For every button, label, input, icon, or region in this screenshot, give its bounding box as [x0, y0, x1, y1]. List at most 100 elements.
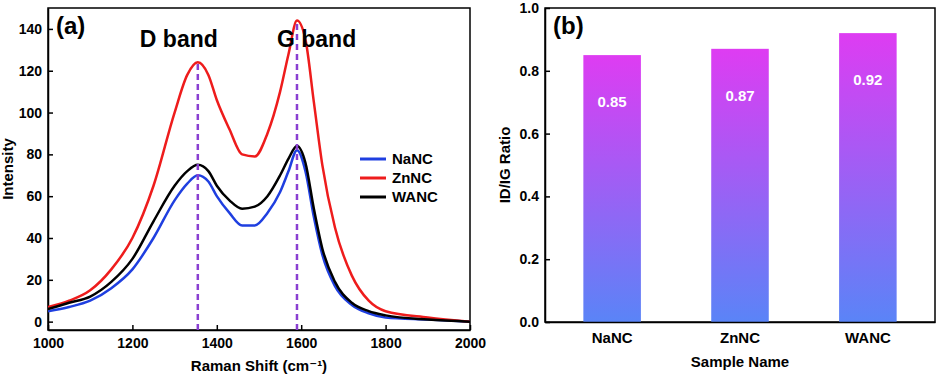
x-axis-line: [49, 330, 471, 332]
y-tick-label: 0.2: [520, 251, 540, 267]
x-axis-title: Sample Name: [691, 353, 789, 370]
y-tick-label: 120: [19, 63, 43, 79]
legend: NaNC ZnNC WANC: [360, 150, 438, 205]
y-tick-label: 0.0: [520, 314, 540, 330]
y-tick-label: 0: [34, 314, 42, 330]
y-tick-mark: [48, 112, 53, 114]
y-tick-label: 1.0: [520, 0, 540, 16]
panel-label: (a): [56, 12, 85, 39]
y-tick: 80: [26, 146, 53, 162]
x-axis-line: [546, 322, 936, 324]
legend-label: ZnNC: [392, 169, 432, 186]
x-tick-label: 1600: [286, 335, 317, 351]
panel-a: 1000 1200 1400 1600 1800 2000 0 20 40 60 80 100 120 1…: [0, 8, 486, 374]
y-tick-mark: [48, 196, 53, 198]
plot-frame: [545, 8, 935, 322]
y-axis: 0 20 40 60 80 100 120 140: [19, 9, 53, 331]
x-tick-label: 1000: [33, 335, 64, 351]
y-axis-line: [545, 9, 547, 323]
x-tick: 1400: [202, 325, 233, 351]
data-label: 0.85: [598, 93, 627, 110]
x-tick-mark: [470, 325, 472, 330]
y-tick-label: 20: [26, 272, 42, 288]
x-tick: 1600: [286, 325, 317, 351]
band-label: D band: [140, 26, 218, 52]
legend-swatch: [360, 196, 386, 199]
y-tick: 120: [19, 63, 53, 79]
y-axis-title: Intensity: [0, 138, 16, 200]
plot-area: [48, 21, 470, 330]
x-axis: 1000 1200 1400 1600 1800 2000: [33, 325, 486, 351]
y-tick-label: 0.8: [520, 63, 540, 79]
legend-label: NaNC: [392, 150, 433, 167]
y-tick: 0.0: [520, 314, 550, 330]
x-tick-label: NaNC: [592, 329, 633, 346]
y-axis-title: ID/IG Ratio: [496, 127, 513, 204]
bar: [839, 33, 897, 322]
x-axis-title: Raman Shift (cm⁻¹): [191, 357, 327, 374]
y-tick-mark: [48, 29, 53, 31]
y-tick-label: 80: [26, 146, 42, 162]
panel-label: (b): [553, 12, 584, 39]
y-tick-label: 60: [26, 188, 42, 204]
legend-label: WANC: [392, 188, 438, 205]
x-tick-label: 1400: [202, 335, 233, 351]
y-tick: 0.6: [520, 126, 550, 142]
y-axis: 0.0 0.2 0.4 0.6 0.8 1.0: [520, 0, 550, 330]
plot-area: [583, 33, 896, 322]
series-line: [48, 146, 470, 322]
y-tick-label: 0.6: [520, 126, 540, 142]
y-tick: 100: [19, 105, 53, 121]
panel-b: NaNCZnNCWANC0.00.20.40.60.81.00.850.870.…: [496, 0, 936, 370]
y-tick-mark: [48, 280, 53, 282]
x-axis: NaNC ZnNC WANC: [546, 322, 936, 346]
y-tick-mark: [545, 322, 550, 324]
x-tick: 2000: [455, 325, 486, 351]
y-tick-label: 0.4: [520, 188, 540, 204]
x-tick: NaNC: [592, 322, 633, 346]
x-tick: 1800: [371, 325, 402, 351]
x-tick: 1200: [117, 325, 148, 351]
x-tick-label: 1200: [117, 335, 148, 351]
y-tick-mark: [545, 71, 550, 73]
y-tick-mark: [48, 154, 53, 156]
legend-swatch: [360, 177, 386, 180]
x-tick-label: 2000: [455, 335, 486, 351]
y-tick: 1.0: [520, 0, 550, 16]
x-tick-label: ZnNC: [720, 329, 760, 346]
x-tick: WANC: [845, 322, 891, 346]
x-tick-label: 1800: [371, 335, 402, 351]
y-tick-mark: [48, 70, 53, 72]
plot-frame: [48, 8, 470, 330]
data-label: 0.92: [853, 71, 882, 88]
x-tick-mark: [385, 325, 387, 330]
figure: 1000 1200 1400 1600 1800 2000 0 20 40 60 80 100 120 1…: [0, 0, 947, 378]
band-guide: [296, 21, 299, 330]
y-tick: 140: [19, 21, 53, 37]
y-tick-label: 140: [19, 21, 43, 37]
y-tick: 0.4: [520, 188, 550, 204]
y-tick-label: 40: [26, 230, 42, 246]
y-tick: 20: [26, 272, 53, 288]
x-tick-label: WANC: [845, 329, 891, 346]
band-guide: [197, 62, 200, 330]
x-tick-mark: [132, 325, 134, 330]
y-tick-mark: [545, 8, 550, 10]
bar: [583, 55, 641, 322]
x-tick-mark: [217, 325, 219, 330]
y-tick: 40: [26, 230, 53, 246]
x-tick: ZnNC: [720, 322, 760, 346]
legend-swatch: [360, 158, 386, 161]
y-tick-mark: [545, 196, 550, 198]
bar: [711, 49, 769, 322]
y-tick: 0: [34, 314, 53, 330]
y-axis-line: [48, 9, 50, 331]
y-tick: 60: [26, 188, 53, 204]
y-tick-mark: [545, 133, 550, 135]
series-line: [48, 150, 470, 321]
x-tick-mark: [301, 325, 303, 330]
y-tick-mark: [48, 238, 53, 240]
series-line: [48, 21, 470, 322]
y-tick-label: 100: [19, 105, 43, 121]
band-label: G band: [277, 26, 356, 52]
